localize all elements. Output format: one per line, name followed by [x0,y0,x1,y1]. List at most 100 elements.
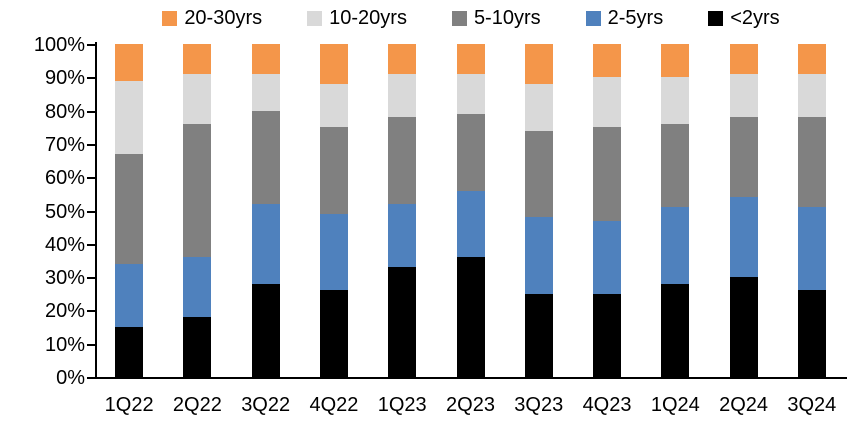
stacked-bar [661,44,690,377]
bar-segment [183,44,212,74]
stacked-bar [729,44,758,377]
bar-segment [251,110,280,204]
bar-segment [251,74,280,111]
y-axis-tick [87,377,95,379]
bar-segment [251,203,280,284]
legend-item: 2-5yrs [585,7,663,29]
x-axis-category-label: 3Q24 [787,394,837,416]
x-axis-category-label: 2Q24 [719,394,769,416]
bar-segment [593,220,622,294]
bar-segment [593,44,622,78]
x-axis-category-label: 1Q22 [104,394,154,416]
x-axis-category-label: 1Q24 [650,394,700,416]
y-axis-tick [87,343,95,346]
x-axis-category-label: 1Q23 [377,394,427,416]
bar-segment [456,74,485,114]
bar-segment [115,44,144,81]
stacked-bar [319,44,348,377]
y-axis-tick [87,110,95,113]
bar-segment [115,153,144,264]
bar-segment [251,44,280,74]
bar-segment [319,83,348,128]
bar-segment [593,127,622,221]
stacked-bar [388,44,417,377]
y-axis-tick [87,44,95,46]
bar-segment [183,317,212,377]
bar-segment [183,257,212,318]
bar-segment [456,113,485,191]
stacked-bar [524,44,553,377]
y-axis-tick-label: 100% [33,34,85,56]
y-axis-tick [87,210,95,213]
legend-label: 5-10yrs [473,7,541,29]
y-axis-tick-label: 10% [44,333,85,356]
legend-label: 20-30yrs [184,7,263,29]
y-axis-tick-label: 0% [56,367,85,389]
stacked-bar [456,44,485,377]
y-axis-tick-label: 20% [44,300,85,323]
x-axis-line [95,377,847,379]
bar-segment [456,257,485,377]
legend-swatch-icon [708,10,724,26]
legend-item: 5-10yrs [451,7,541,29]
y-axis-tick-label: 70% [44,133,85,156]
chart-legend: 20-30yrs 10-20yrs 5-10yrs 2-5yrs <2yrs [96,7,846,29]
bar-segment [183,123,212,258]
bar-segment [524,217,553,294]
bar-segment [593,293,622,377]
bar-segment [524,44,553,84]
y-axis-tick-label: 90% [44,67,85,90]
bar-segment [115,327,144,377]
bar-segment [729,44,758,75]
bar-segment [524,293,553,377]
y-axis-line [95,42,97,379]
bar-segment [729,117,758,198]
bar-segment [593,77,622,128]
stacked-bar [183,44,212,377]
legend-swatch-icon [585,10,601,26]
x-axis-category-label: 2Q23 [446,394,495,416]
bar-segment [456,44,485,74]
bar-segment [319,44,348,84]
stacked-bar [593,44,622,377]
bar-segment [319,127,348,214]
bar-segment [524,130,553,218]
bar-segment [388,117,417,204]
bar-segment [388,267,417,377]
y-axis-tick [87,77,95,80]
stacked-bar [251,44,280,377]
stacked-bar [797,44,826,377]
bar-segment [661,123,690,208]
y-axis-tick [87,277,95,280]
bar-segment [661,77,690,124]
legend-swatch-icon [451,10,467,26]
x-axis-category-label: 3Q23 [514,394,564,416]
bar-segment [661,44,690,78]
bar-segment [797,44,826,74]
legend-swatch-icon [162,10,178,26]
bar-segment [729,277,758,377]
bar-segment [661,207,690,284]
bar-segment [388,44,417,74]
bar-segment [319,213,348,291]
y-axis-tick-label: 60% [44,167,85,190]
y-axis-tick [87,177,95,180]
bar-segment [797,117,826,208]
legend-item: <2yrs [708,7,780,29]
bar-segment [729,197,758,278]
bar-segment [183,74,212,124]
bar-segment [797,207,826,291]
stacked-bar [115,44,144,377]
bar-segment [797,73,826,118]
legend-item: 10-20yrs [307,7,407,29]
x-axis-category-label: 3Q22 [241,394,291,416]
x-axis-category-label: 4Q22 [309,394,359,416]
y-axis-tick [87,243,95,246]
bar-segment [729,74,758,118]
y-axis-tick-label: 40% [44,233,85,256]
bar-segment [524,83,553,131]
bar-segment [388,203,417,268]
y-axis-tick-label: 50% [44,200,85,223]
bar-segment [388,74,417,118]
